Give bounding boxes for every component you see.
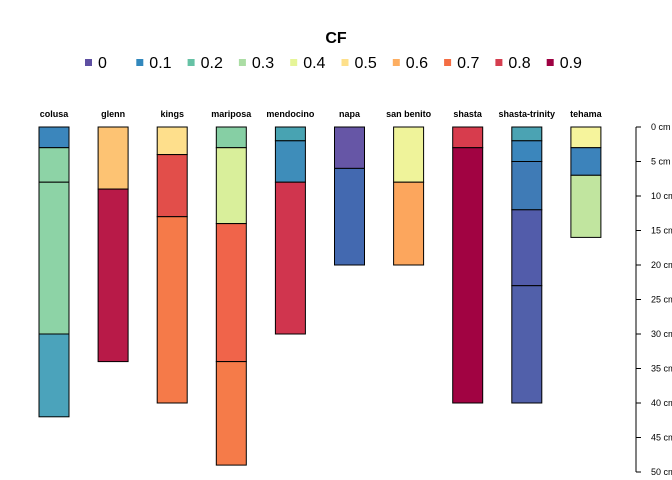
axis-tick-label: 25 cm [651,295,672,305]
legend-swatch [392,59,400,66]
legend-label: 0.5 [355,55,377,72]
profile-shasta-trinity: shasta-trinity [499,109,556,404]
axis-tick-label: 35 cm [651,364,672,374]
profile-label: napa [339,109,361,119]
horizon [274,181,306,335]
legend-swatch [85,59,92,66]
legend-swatch [136,59,144,66]
profile-tehama: tehama [570,109,603,238]
horizon [511,209,543,287]
axis-tick-label: 0 cm [651,122,671,132]
horizon [511,285,543,404]
profile-label: colusa [40,109,70,119]
horizon [97,188,129,363]
legend-swatch [341,59,349,66]
axis-tick-label: 50 cm [651,467,672,477]
legend-label: 0.2 [201,55,223,72]
horizon [570,126,602,149]
legend-label: 0 [98,55,107,72]
horizon [215,147,247,225]
horizon [274,140,306,183]
axis-tick-label: 45 cm [651,433,672,443]
horizon [334,167,365,266]
profile-colusa: colusa [38,109,70,418]
profile-kings: kings [156,109,188,404]
legend-label: 0.9 [560,55,582,72]
horizon [334,126,365,169]
profile-label: mendocino [266,109,315,119]
axis-tick-label: 30 cm [651,329,672,339]
profiles: colusa glenn kings mariposa mendocino napa san… [38,109,603,466]
profile-mariposa: mariposa [211,109,252,466]
legend-label: 0.8 [508,55,530,72]
profile-label: shasta [453,109,483,119]
axis-tick-label: 5 cm [651,157,671,167]
legend-swatch [495,59,503,66]
axis-tick-label: 15 cm [651,226,672,236]
horizon [274,126,306,142]
chart-title: CF [325,30,347,47]
profile-shasta: shasta [452,109,484,404]
legend-label: 0.4 [303,55,325,72]
legend-swatch [290,59,298,66]
horizon [511,140,543,163]
legend-swatch [546,59,554,66]
profile-label: glenn [101,109,125,119]
horizon [156,154,188,218]
legend-swatch [444,59,452,66]
horizon [38,126,70,149]
horizon [452,126,484,149]
profile-glenn: glenn [97,109,129,363]
profile-label: mariposa [211,109,252,119]
horizon [215,361,247,466]
horizon [38,333,70,418]
profile-label: shasta-trinity [499,109,556,119]
horizon [156,216,188,404]
horizon [511,126,543,142]
horizon [97,126,129,190]
horizon [393,126,425,183]
horizon [570,147,602,176]
profile-san-benito: san benito [386,109,432,266]
horizon [570,174,602,238]
profile-mendocino: mendocino [266,109,315,335]
profile-label: tehama [570,109,603,119]
horizon [156,126,188,156]
horizon [511,161,543,211]
horizon [215,126,247,149]
horizon [452,147,484,404]
profile-label: kings [160,109,184,119]
axis-tick-label: 20 cm [651,260,672,270]
legend-swatch [187,59,195,66]
depth-axis: 0 cm 5 cm 10 cm 15 cm 20 cm 25 cm 30 cm 35 cm 40… [635,122,672,477]
axis-tick-label: 10 cm [651,191,672,201]
legend-label: 0.7 [457,55,479,72]
profile-napa: napa [334,109,365,266]
profile-label: san benito [386,109,432,119]
horizon [215,223,247,363]
legend-label: 0.1 [149,55,171,72]
legend: 0 0.1 0.2 0.3 0.4 0.5 0.6 0.7 0.8 0.9 [85,55,582,72]
horizon [38,147,70,183]
legend-swatch [238,59,246,66]
axis-tick-label: 40 cm [651,398,672,408]
legend-label: 0.6 [406,55,428,72]
legend-label: 0.3 [252,55,274,72]
horizon [393,181,425,266]
horizon [38,181,70,335]
